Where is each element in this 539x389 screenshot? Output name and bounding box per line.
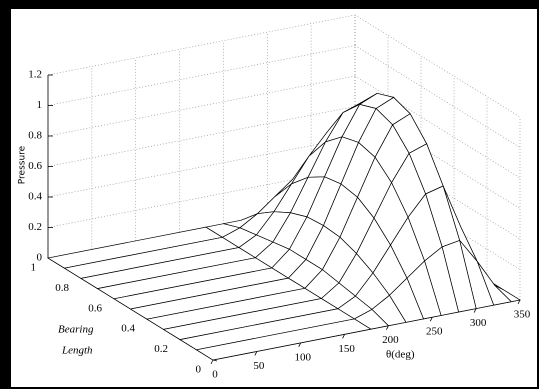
tick — [254, 351, 258, 356]
grid-line — [47, 167, 356, 228]
x-tick-label: 150 — [338, 343, 355, 355]
grid-line — [47, 75, 356, 137]
surface-patch — [195, 318, 372, 361]
z-tick-label: 0.4 — [28, 191, 42, 203]
grid-line — [47, 45, 356, 106]
y-axis-label: Bearing — [58, 324, 94, 336]
x-tick-label: 0 — [212, 369, 218, 381]
x-tick-label: 350 — [514, 309, 531, 321]
tick — [473, 308, 477, 313]
z-tick-label: 0 — [37, 252, 43, 264]
x-tick-label: 250 — [426, 326, 443, 338]
tick — [342, 334, 345, 339]
x-tick-label: 300 — [470, 317, 487, 329]
grid-line — [354, 45, 521, 148]
grid-line — [354, 106, 521, 209]
y-tick-label: 1 — [31, 262, 37, 274]
x-tick-label: 200 — [382, 334, 399, 346]
y-tick-label: 0.4 — [121, 323, 135, 335]
z-tick-label: 0.6 — [28, 160, 42, 172]
z-axis-label: Pressure — [18, 145, 28, 184]
x-axis-label: θ(deg) — [386, 349, 415, 361]
grid-line — [47, 14, 356, 76]
y-tick-label: 0.2 — [154, 343, 168, 355]
grid-line — [47, 136, 356, 198]
tick — [210, 359, 214, 365]
tick — [429, 316, 433, 322]
y-tick-label: 0 — [196, 364, 202, 376]
grid-line — [354, 14, 521, 118]
tick — [298, 342, 302, 348]
tick — [517, 299, 521, 305]
x-tick-label: 50 — [253, 360, 265, 372]
z-tick-label: 1.2 — [28, 69, 42, 81]
grid-line — [354, 75, 521, 179]
z-tick-label: 0.8 — [28, 130, 42, 142]
y-tick-label: 0.8 — [55, 282, 69, 294]
z-tick-label: 0.2 — [28, 221, 42, 233]
tick — [386, 325, 389, 330]
y-tick-label: 0.6 — [88, 302, 102, 314]
y-axis-label: Length — [61, 345, 93, 357]
x-tick-label: 100 — [294, 351, 311, 363]
z-tick-label: 1 — [37, 99, 43, 111]
grid-line — [47, 106, 356, 167]
